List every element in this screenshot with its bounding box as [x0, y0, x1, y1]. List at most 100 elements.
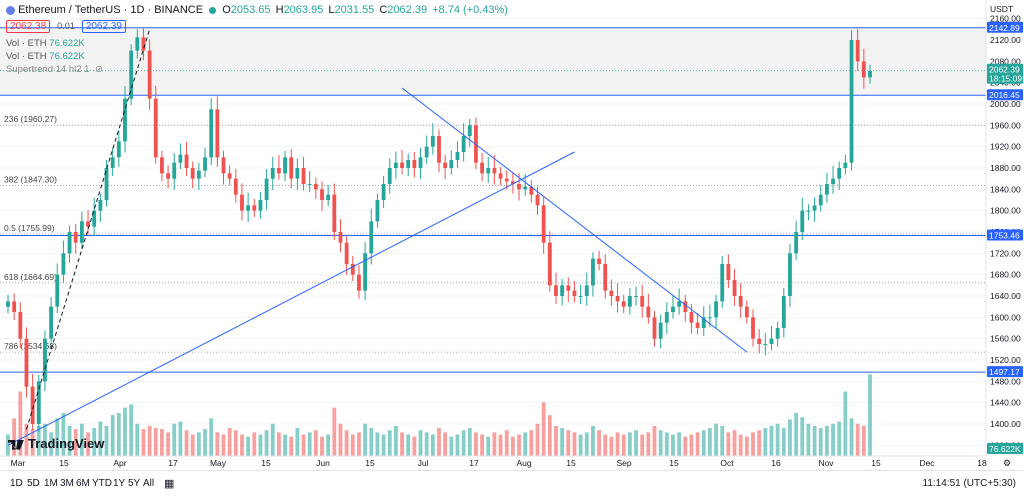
volume-bar [203, 429, 207, 456]
timeframe-5y[interactable]: 5Y [128, 478, 141, 489]
time-axis-label: Sep [616, 458, 631, 468]
volume-bar [332, 407, 337, 456]
tradingview-mark-icon [8, 439, 24, 450]
candle-body [289, 157, 294, 179]
volume-bar [283, 434, 287, 456]
supertrend-label: Supertrend 14 hl2 1 [6, 64, 90, 75]
candle-body [221, 157, 226, 174]
candle-body [492, 168, 497, 174]
volume-bar [178, 421, 183, 456]
time-axis-label: Nov [818, 458, 834, 468]
price-axis-tick: 1720.00 [990, 248, 1021, 258]
timeframe-1m[interactable]: 1M [44, 478, 58, 489]
volume-bar [172, 423, 177, 456]
price-tag-text: 2062.39 [989, 65, 1020, 75]
candle-body [252, 205, 257, 211]
timeframe-1y[interactable]: 1Y [113, 478, 126, 489]
volume-bar [166, 432, 170, 456]
chart-area[interactable]: 236 (1960.27) 382 (1847.30) 0.5 (1755.99) 6… [0, 0, 1024, 470]
price-axis-tick: 1600.00 [990, 312, 1021, 322]
brand-name: TradingView [28, 436, 105, 451]
candle-body [73, 232, 78, 243]
eye-hidden-icon[interactable]: ⊘ [95, 64, 104, 75]
candle-body [233, 178, 238, 195]
candle-body [732, 280, 737, 296]
price-axis-tick: 1480.00 [990, 376, 1021, 386]
candle-body [627, 296, 632, 307]
volume-bar [861, 425, 866, 456]
volume-bar [806, 423, 811, 456]
volume-bar [486, 436, 491, 456]
volume-bar [560, 428, 565, 456]
candle-body [541, 205, 546, 243]
candle-body [486, 168, 491, 174]
candle-body [794, 232, 799, 254]
volume-bar [73, 429, 78, 456]
candle-body [708, 317, 712, 319]
volume-bar [677, 432, 682, 456]
volume-bar [751, 432, 755, 456]
date-range-icon[interactable]: ▦ [164, 478, 175, 490]
timeframe-3m[interactable]: 3M [60, 478, 74, 489]
price-tag-box [987, 21, 1023, 33]
candle-body [714, 301, 718, 318]
volume-bar [566, 430, 571, 456]
volume-bar [671, 434, 675, 456]
candle-body [92, 210, 97, 227]
candle-body [510, 181, 515, 184]
volume-bar [12, 418, 17, 456]
candle-body [517, 184, 521, 190]
timeframe-5d[interactable]: 5D [27, 478, 40, 489]
volume-bar [554, 425, 558, 456]
vol-legend-2-value: 76.622K [49, 51, 85, 62]
volume-bar [98, 421, 103, 456]
volume-bar [523, 432, 528, 456]
timeframe-all[interactable]: All [143, 478, 155, 489]
volume-bar [788, 419, 792, 456]
volume-bar [855, 423, 860, 456]
candle-body [443, 162, 448, 168]
volume-bar [498, 434, 503, 456]
volume-bar [24, 423, 29, 456]
candle-body [400, 162, 404, 168]
fib-level-label: 0.5 (1755.99) [4, 223, 55, 233]
candle-body [640, 296, 645, 307]
volume-bar [357, 432, 361, 456]
price-axis-tick: 2000.00 [990, 99, 1021, 109]
price-axis-tick: 1840.00 [990, 184, 1021, 194]
volume-bar [160, 429, 164, 456]
symbol-title[interactable]: Ethereum / TetherUS · 1D · BINANCE [18, 4, 204, 16]
symbol-header: Ethereum / TetherUS · 1D · BINANCE O2053… [6, 4, 508, 16]
candle-body [326, 194, 331, 200]
vol-legend-2[interactable]: Vol · ETH 76.622K [6, 51, 85, 62]
candlestick-chart[interactable]: 236 (1960.27) 382 (1847.30) 0.5 (1755.99) 6… [0, 0, 1024, 470]
volume-bar [233, 430, 238, 456]
clock[interactable]: 11:14:51 (UTC+5:30) [922, 478, 1016, 489]
volume-bar [313, 430, 318, 456]
bid-ask-row: 2062.38 0.01 2062.39 [6, 20, 126, 33]
volume-bar [492, 432, 497, 456]
volume-bar [61, 413, 66, 456]
trendline [401, 87, 748, 353]
timeframe-6m[interactable]: 6M [76, 478, 90, 489]
vol-legend-2-label: Vol · ETH [6, 51, 47, 62]
vol-legend-1[interactable]: Vol · ETH 76.622K [6, 38, 85, 49]
bottom-toolbar: 1D 5D 1M 3M 6M YTD 1Y 5Y All ▦ 11:14:51 … [0, 470, 1024, 497]
time-axis-label: Aug [516, 458, 531, 468]
volume-bar [375, 432, 380, 456]
bid-button[interactable]: 2062.38 [6, 20, 51, 33]
timeframe-1d[interactable]: 1D [10, 478, 23, 489]
timeframe-ytd[interactable]: YTD [92, 478, 112, 489]
candle-body [572, 290, 577, 296]
volume-bar [781, 428, 786, 456]
candle-body [332, 194, 337, 232]
price-axis-tick: 2160.00 [990, 14, 1021, 24]
volume-bar [769, 425, 774, 456]
candle-body [283, 157, 287, 174]
candle-body [683, 301, 688, 312]
candle-body [350, 264, 355, 275]
ask-button[interactable]: 2062.39 [81, 20, 126, 33]
currency-label: USDT [990, 4, 1013, 14]
supertrend-legend[interactable]: Supertrend 14 hl2 1 ⊘ [6, 64, 103, 75]
ethereum-icon [6, 5, 15, 15]
